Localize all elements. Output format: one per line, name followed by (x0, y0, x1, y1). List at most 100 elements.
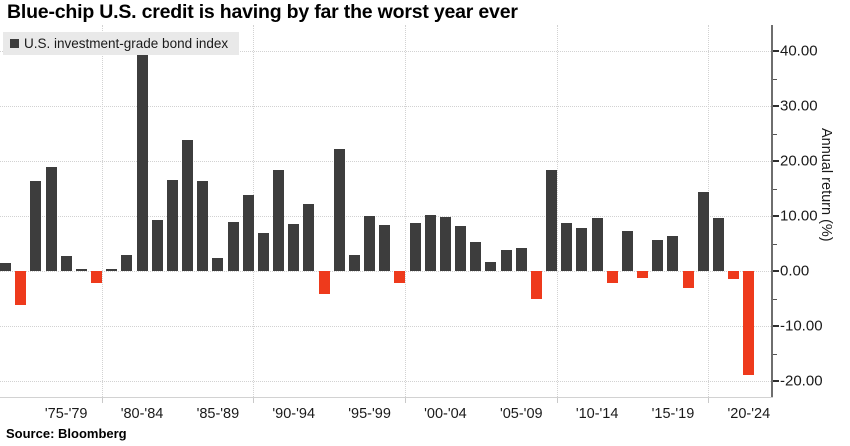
bar-2010 (561, 222, 573, 271)
bar-1988 (227, 221, 239, 271)
bar-1975 (30, 180, 42, 271)
bar-1993 (303, 204, 315, 271)
bar-1974 (15, 271, 27, 306)
x-axis-tick-label: '90-'94 (272, 406, 316, 422)
x-axis-tick-label: '00-'04 (424, 406, 467, 422)
legend-label: U.S. investment-grade bond index (24, 36, 229, 51)
bar-2002 (439, 217, 451, 271)
plot-area (0, 25, 850, 403)
bar-2005 (485, 262, 497, 271)
bar-1992 (288, 223, 300, 271)
bar-2007 (515, 247, 527, 271)
chart-title: Blue-chip U.S. credit is having by far t… (7, 1, 518, 23)
bar-1982 (136, 55, 148, 271)
y-axis-major-tick (772, 380, 779, 382)
bar-1991 (273, 170, 285, 271)
bar-1980 (106, 269, 118, 271)
bar-2006 (500, 249, 512, 271)
bar-2021 (728, 271, 740, 280)
bar-2020 (712, 217, 724, 271)
y-axis-minor-tick (772, 133, 777, 135)
bar-2001 (424, 214, 436, 271)
x-axis-tick-label: '80-'84 (120, 406, 164, 422)
x-axis-tick (253, 397, 255, 403)
x-axis-tick-label: '20-'24 (727, 406, 771, 422)
x-axis-tick-label: '15-'19 (651, 406, 695, 422)
bar-1989 (242, 194, 254, 271)
vertical-gridline (101, 25, 103, 397)
bar-1976 (45, 166, 57, 271)
bar-1985 (182, 139, 194, 271)
bar-1990 (257, 232, 269, 271)
y-axis-title: Annual return (%) (818, 128, 834, 242)
bar-1979 (91, 271, 103, 284)
y-axis-major-tick (772, 160, 779, 162)
source-note: Source: Bloomberg (6, 426, 127, 441)
bar-2019 (697, 192, 709, 271)
bar-1997 (364, 216, 376, 271)
y-axis-tick-label: 30.00 (780, 97, 818, 115)
vertical-gridline (404, 25, 406, 397)
bar-2022 (743, 271, 755, 375)
bar-1996 (348, 254, 360, 271)
x-axis-tick (404, 397, 406, 403)
bar-2008 (530, 271, 542, 300)
bar-2011 (576, 227, 588, 271)
y-axis-major-tick (772, 50, 779, 52)
y-axis-major-tick (772, 105, 779, 107)
horizontal-gridline (0, 216, 771, 217)
horizontal-gridline (0, 271, 771, 272)
bar-1994 (318, 271, 330, 295)
bar-1984 (166, 180, 178, 271)
x-axis-tick (101, 397, 103, 403)
y-axis-minor-tick (772, 188, 777, 190)
y-axis-major-tick (772, 270, 779, 272)
horizontal-gridline (0, 326, 771, 327)
bar-2012 (591, 217, 603, 271)
bar-2015 (637, 271, 649, 278)
bar-1999 (394, 271, 406, 283)
y-axis-tick-label: -20.00 (780, 372, 823, 390)
bar-2004 (470, 242, 482, 271)
y-axis-minor-tick (772, 298, 777, 300)
plot-bottom-border (0, 397, 773, 398)
x-axis-tick-label: '95-'99 (348, 406, 391, 422)
bar-1981 (121, 255, 133, 271)
x-axis-tick-label: '10-'14 (575, 406, 619, 422)
horizontal-gridline (0, 51, 771, 52)
x-axis-tick-label: '75-'79 (44, 406, 88, 422)
legend: U.S. investment-grade bond index (3, 32, 240, 55)
y-axis-minor-tick (772, 78, 777, 80)
bar-1977 (60, 255, 72, 271)
bar-1978 (75, 269, 87, 271)
horizontal-gridline (0, 106, 771, 107)
x-axis-tick-label: '05-'09 (499, 406, 543, 422)
bar-1995 (333, 148, 345, 271)
x-axis-tick-label: '85-'89 (196, 406, 240, 422)
bar-2016 (652, 239, 664, 271)
y-axis-major-tick (772, 215, 779, 217)
bar-1998 (379, 225, 391, 271)
legend-swatch-icon (10, 39, 19, 48)
x-axis-tick (708, 397, 710, 403)
bar-2003 (455, 226, 467, 271)
y-axis-tick-label: -10.00 (780, 317, 823, 335)
y-axis-minor-tick (772, 243, 777, 245)
y-axis-major-tick (772, 325, 779, 327)
bar-2014 (621, 231, 633, 271)
y-axis-tick-label: 20.00 (780, 152, 818, 170)
horizontal-gridline (0, 161, 771, 162)
bar-2013 (606, 271, 618, 283)
bar-1983 (151, 220, 163, 271)
y-axis-minor-tick (772, 353, 777, 355)
y-axis-line (771, 25, 773, 397)
x-axis-tick (556, 397, 558, 403)
bar-2018 (682, 271, 694, 288)
horizontal-gridline (0, 381, 771, 382)
bar-2017 (667, 236, 679, 271)
bar-2009 (546, 169, 558, 271)
y-axis-tick-label: 0.00 (780, 262, 810, 280)
y-axis-tick-label: 40.00 (780, 42, 818, 60)
bar-1986 (197, 180, 209, 271)
